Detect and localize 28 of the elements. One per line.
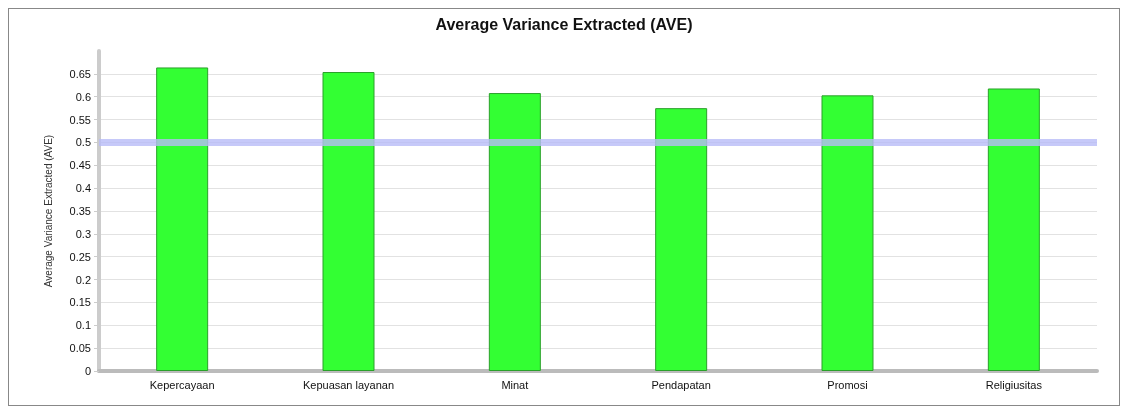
x-tick-label: Religiusitas <box>985 378 1043 391</box>
y-tick-label: 0 <box>84 365 91 377</box>
y-tick-label: 0.1 <box>75 319 91 332</box>
x-tick-label: Promosi <box>827 378 868 391</box>
y-tick-label: 0.3 <box>75 227 91 240</box>
y-tick-label: 0.05 <box>69 342 91 355</box>
y-axis-title: Average Variance Extracted (AVE) <box>42 134 54 288</box>
x-tick-label: Minat <box>501 378 529 391</box>
y-tick-label: 0.6 <box>75 90 91 103</box>
y-tick-label: 0.15 <box>69 296 91 309</box>
y-tick-label: 0.35 <box>69 205 91 217</box>
x-tick-label: Pendapatan <box>651 378 711 391</box>
y-tick-label: 0.25 <box>69 250 91 263</box>
bar <box>322 72 375 371</box>
bar <box>821 95 874 371</box>
y-tick-label: 0.2 <box>75 273 91 286</box>
x-tick-label: Kepuasan layanan <box>302 378 395 391</box>
y-tick-label: 0.5 <box>75 136 91 149</box>
bar <box>655 108 708 371</box>
bar <box>488 93 541 371</box>
x-tick-label: Kepercayaan <box>149 378 215 391</box>
bar <box>987 88 1040 371</box>
y-tick-label: 0.4 <box>75 182 91 195</box>
bar <box>156 67 209 371</box>
y-tick-label: 0.55 <box>69 113 91 126</box>
chart-title: Average Variance Extracted (AVE) <box>435 15 693 33</box>
y-tick-label: 0.65 <box>69 67 91 80</box>
y-tick-label: 0.45 <box>69 159 91 172</box>
